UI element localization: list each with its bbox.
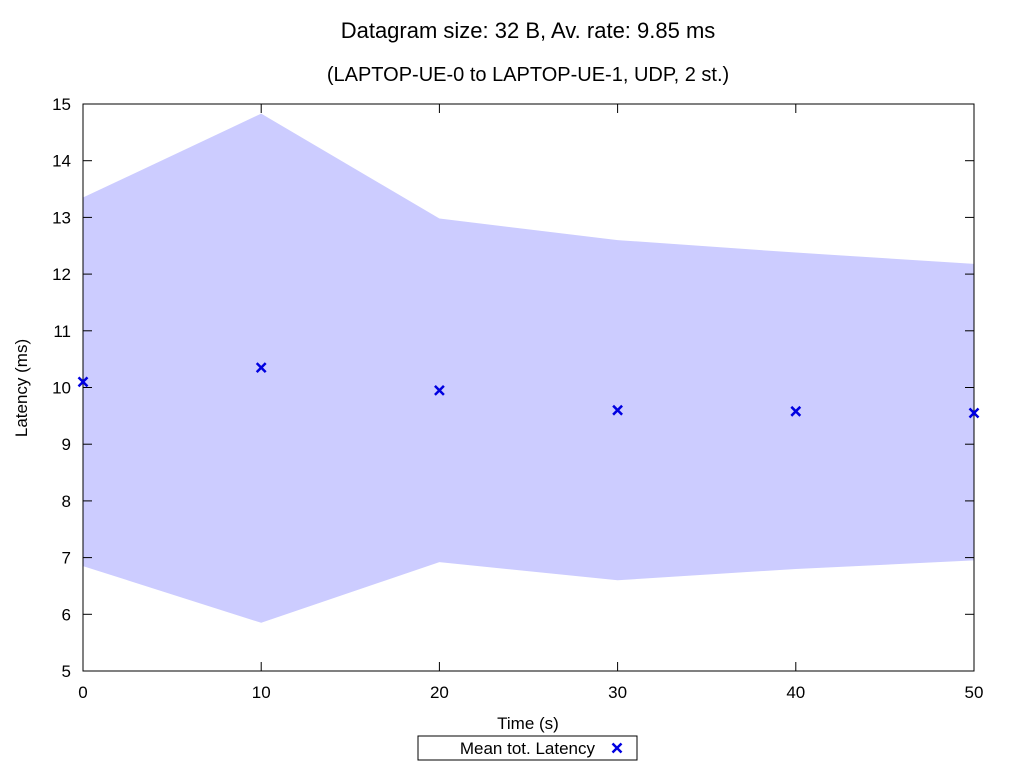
chart-subtitle: (LAPTOP-UE-0 to LAPTOP-UE-1, UDP, 2 st.): [327, 64, 729, 86]
x-tick-label: 0: [78, 683, 87, 702]
y-tick-label: 5: [62, 662, 71, 681]
x-tick-label: 10: [252, 683, 271, 702]
y-tick-label: 15: [52, 95, 71, 114]
legend-marker: [611, 742, 623, 754]
y-tick-label: 10: [52, 379, 71, 398]
x-tick-label: 40: [786, 683, 805, 702]
y-tick-label: 9: [62, 435, 71, 454]
data-point: [434, 384, 445, 396]
chart-title: Datagram size: 32 B, Av. rate: 9.85 ms: [341, 18, 716, 43]
y-tick-label: 11: [53, 322, 71, 341]
x-tick-label: 20: [430, 683, 449, 702]
y-tick-label: 7: [62, 549, 71, 568]
y-tick-label: 14: [52, 152, 71, 171]
legend-label: Mean tot. Latency: [460, 739, 596, 758]
data-point: [968, 407, 980, 419]
data-point: [790, 405, 802, 417]
x-tick-label: 50: [965, 683, 984, 702]
y-tick-label: 8: [62, 492, 71, 511]
legend: Mean tot. Latency: [417, 735, 638, 761]
legend-box: [417, 735, 638, 761]
y-tick-label: 13: [52, 208, 71, 227]
y-axis-label: Latency (ms): [12, 339, 31, 437]
data-point: [612, 404, 623, 416]
x-axis-label: Time (s): [497, 714, 559, 733]
data-point: [255, 362, 267, 374]
data-point: [77, 376, 89, 388]
latency-range-band: [83, 113, 974, 623]
x-tick-label: 30: [608, 683, 627, 702]
y-tick-label: 6: [62, 605, 71, 624]
y-tick-label: 12: [52, 265, 71, 284]
